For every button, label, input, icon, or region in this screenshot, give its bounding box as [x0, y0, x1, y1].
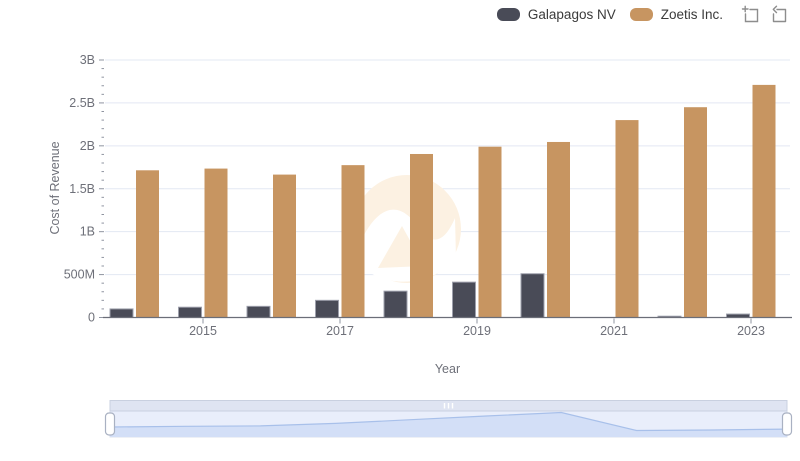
bar-zoetis-2019[interactable]	[478, 146, 502, 318]
bar-zoetis-2018[interactable]	[410, 153, 433, 318]
y-tick-label: 500M	[64, 268, 95, 282]
bar-zoetis-2017[interactable]	[341, 165, 365, 318]
navigator-right-handle[interactable]	[781, 412, 793, 436]
navigator-grip-icon	[447, 403, 450, 409]
bar-zoetis-2023[interactable]	[752, 84, 776, 318]
chart-toolbar	[741, 5, 788, 24]
bar-zoetis-2020[interactable]	[547, 141, 570, 318]
navigator-left-handle[interactable]	[104, 412, 116, 436]
reset-zoom-icon[interactable]	[769, 5, 788, 24]
bar-galapagos-2015[interactable]	[178, 306, 202, 319]
y-tick-label: 1.5B	[69, 182, 95, 196]
legend-item-zoetis[interactable]: Zoetis Inc.	[629, 7, 723, 22]
x-axis-title: Year	[434, 362, 461, 376]
y-tick-label: 2.5B	[69, 96, 95, 110]
legend-label-galapagos: Galapagos NV	[527, 7, 616, 22]
y-tick-label: 0	[88, 311, 95, 325]
bar-galapagos-2014[interactable]	[109, 308, 134, 318]
bar-zoetis-2022[interactable]	[684, 107, 707, 318]
y-axis-title: Cost of Revenue	[48, 141, 62, 235]
legend: Galapagos NV Zoetis Inc.	[496, 5, 788, 24]
y-tick-label: 3B	[80, 53, 95, 67]
navigator-area-series	[110, 412, 787, 437]
bar-zoetis-2014[interactable]	[136, 170, 159, 318]
y-tick-label: 1B	[80, 225, 95, 239]
bar-zoetis-2021[interactable]	[615, 120, 639, 318]
zoom-selection-icon[interactable]	[741, 5, 760, 24]
bar-galapagos-2017[interactable]	[315, 299, 339, 319]
legend-swatch-zoetis	[629, 8, 653, 21]
x-tick-label: 2017	[326, 324, 354, 338]
bar-zoetis-2015[interactable]	[204, 168, 228, 318]
x-tick-label: 2015	[189, 324, 217, 338]
legend-swatch-galapagos	[496, 8, 520, 21]
navigator-series-line	[109, 411, 788, 432]
bar-galapagos-2016[interactable]	[246, 305, 271, 319]
range-navigator[interactable]	[104, 400, 793, 438]
navigator-grip-icon	[451, 403, 454, 409]
x-tick-label: 2023	[737, 324, 765, 338]
legend-item-galapagos[interactable]: Galapagos NV	[496, 7, 616, 22]
x-tick-label: 2021	[600, 324, 628, 338]
logo-watermark	[353, 175, 461, 283]
navigator-grip-icon	[443, 403, 446, 409]
y-tick-label: 2B	[80, 139, 95, 153]
bar-galapagos-2018[interactable]	[383, 290, 408, 319]
x-tick-label: 2019	[463, 324, 491, 338]
legend-label-zoetis: Zoetis Inc.	[660, 7, 723, 22]
bar-zoetis-2016[interactable]	[273, 174, 296, 318]
bar-galapagos-2020[interactable]	[520, 273, 545, 319]
bar-galapagos-2019[interactable]	[452, 281, 476, 318]
